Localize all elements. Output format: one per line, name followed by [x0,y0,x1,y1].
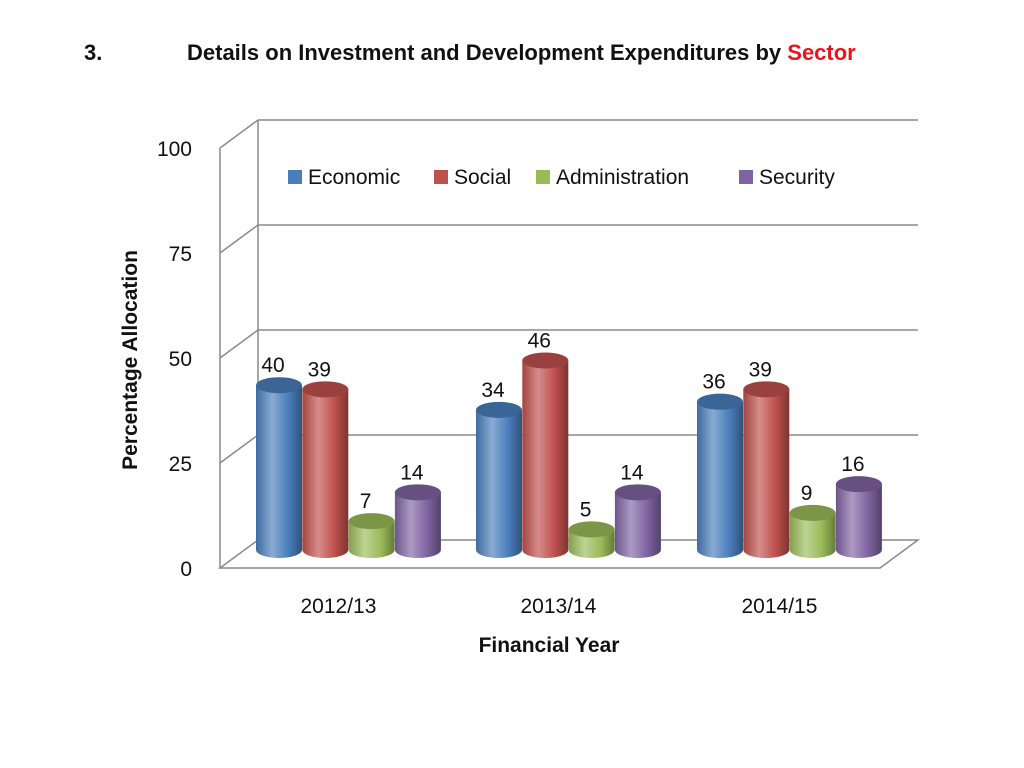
bar-economic-1: 34 [476,379,522,558]
bar-body [394,492,441,558]
y-tick-label: 75 [169,243,192,266]
gridline-side [219,224,259,254]
bar-administration-2: 9 [789,482,836,558]
slide-title-highlight: Sector [787,40,856,65]
legend-label: Administration [556,166,689,189]
data-label: 9 [801,482,813,505]
bar-economic-0: 40 [256,354,302,558]
data-label: 34 [481,379,505,402]
bar-administration-1: 5 [568,498,615,558]
slide-title-main: Details on Investment and Development Ex… [187,40,788,65]
legend-label: Security [759,166,835,189]
y-axis-title: Percentage Allocation [119,250,142,470]
chart-legend: Economic Social Administration Security [288,166,835,189]
bar-top [522,352,569,369]
bar-body [302,389,349,558]
bar-top [743,381,790,398]
y-tick-label: 50 [169,348,192,371]
legend-swatch [434,170,448,184]
bar-top [394,484,441,501]
data-label: 14 [620,461,644,484]
bar-top [348,513,395,530]
bar-security-0: 14 [394,461,441,558]
bar-administration-0: 7 [348,490,395,558]
chart-bars: 40 39 7 14 34 46 5 14 36 39 9 16 [256,329,882,558]
bar-social-0: 39 [302,358,349,558]
y-tick-label: 100 [157,138,192,161]
gridline-side [219,119,259,149]
bar-security-2: 16 [835,453,882,558]
legend-swatch [739,170,753,184]
bar-body [476,409,522,558]
data-label: 46 [528,329,551,352]
bar-body [256,385,302,558]
bar-body [614,492,661,558]
bar-body [568,529,615,558]
y-tick-label: 0 [180,558,192,581]
bar-body [348,521,395,558]
bar-body [789,512,836,558]
data-label: 5 [580,498,592,521]
bar-top [789,504,836,521]
x-tick-label: 2013/14 [520,595,596,618]
legend-label: Economic [308,166,400,189]
bar-top [302,381,349,398]
bar-body [522,360,569,558]
bar-economic-2: 36 [697,371,743,558]
bar-social-2: 39 [743,358,790,558]
slide-number: 3. [84,40,103,65]
bar-top [835,476,882,493]
x-tick-label: 2014/15 [741,595,817,618]
bar-top [568,521,615,538]
data-label: 14 [400,461,424,484]
bar-top [614,484,661,501]
bar-security-1: 14 [614,461,661,558]
bar-social-1: 46 [522,329,569,558]
x-axis-title: Financial Year [479,634,620,657]
x-tick-label: 2012/13 [300,595,376,618]
data-label: 39 [749,358,772,381]
legend-swatch [288,170,302,184]
data-label: 40 [261,354,284,377]
y-axis-ticks: 0 25 50 75 100 [157,138,192,581]
bar-top [697,393,743,410]
gridline-side [219,434,259,464]
data-label: 16 [841,453,864,476]
data-label: 39 [308,358,331,381]
x-axis-ticks: 2012/13 2013/14 2014/15 [300,595,817,618]
data-label: 36 [702,371,725,394]
legend-label: Social [454,166,511,189]
data-label: 7 [360,490,372,513]
bar-top [256,377,302,394]
bar-top [476,401,522,418]
bar-body [743,389,790,558]
slide-title: 3. Details on Investment and Development … [84,40,856,66]
bar-body [697,401,743,558]
gridline-side [219,329,259,359]
bar-body [835,484,882,558]
legend-swatch [536,170,550,184]
y-tick-label: 25 [169,453,192,476]
